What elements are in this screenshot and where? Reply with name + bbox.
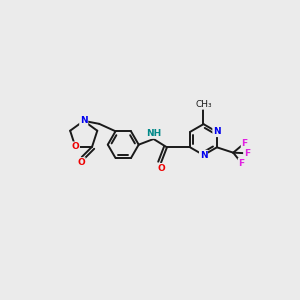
Text: N: N <box>200 151 207 160</box>
Text: O: O <box>71 142 79 151</box>
Text: CH₃: CH₃ <box>195 100 212 109</box>
Text: O: O <box>157 164 165 172</box>
Text: N: N <box>80 116 88 125</box>
Text: N: N <box>213 128 221 136</box>
Text: O: O <box>77 158 85 167</box>
Text: F: F <box>242 139 248 148</box>
Text: F: F <box>238 159 244 168</box>
Text: NH: NH <box>146 129 161 138</box>
Text: F: F <box>244 149 250 158</box>
